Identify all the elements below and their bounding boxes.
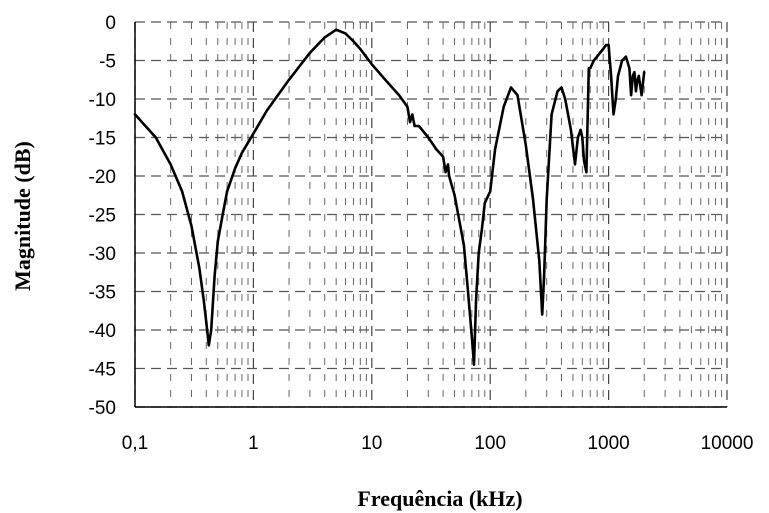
grid-layer	[134, 21, 728, 408]
y-tick-label: -20	[89, 167, 116, 188]
y-tick-label: -45	[89, 360, 116, 381]
x-tick-label: 1000	[587, 433, 629, 454]
y-tick-label: 0	[105, 13, 116, 34]
x-axis-label: Frequência (kHz)	[357, 486, 522, 511]
x-tick-label: 0,1	[122, 433, 148, 454]
x-tick-label: 1	[248, 433, 259, 454]
magnitude-series-line	[133, 28, 646, 366]
y-tick-label: -15	[89, 129, 116, 150]
y-tick-label: -5	[99, 52, 116, 73]
x-tick-label: 10	[361, 433, 382, 454]
data-line-layer	[133, 28, 646, 366]
x-tick-label: 100	[474, 433, 506, 454]
y-tick-label: -40	[89, 321, 116, 342]
y-axis-label: Magnitude (dB)	[10, 141, 35, 291]
y-tick-label: -25	[89, 206, 116, 227]
tick-label-layer: 0 -5 -10 -15 -20 -25 -30 -35 -40 -45 -50 0,1 1 10 100 1…	[89, 13, 754, 454]
y-tick-label: -30	[89, 244, 116, 265]
y-tick-label: -35	[89, 283, 116, 304]
x-tick-label: 10000	[701, 433, 754, 454]
y-tick-label: -10	[89, 90, 116, 111]
y-tick-label: -50	[89, 398, 116, 419]
